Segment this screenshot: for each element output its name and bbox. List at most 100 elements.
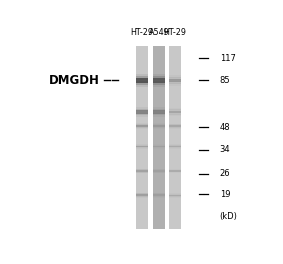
Bar (169, 145, 181, 146)
Bar (153, 110, 165, 114)
Bar (153, 81, 165, 85)
Bar (169, 126, 181, 128)
Text: 34: 34 (220, 145, 230, 154)
Bar (136, 46, 148, 229)
Bar (153, 76, 165, 79)
Text: HT-29: HT-29 (163, 28, 186, 37)
Bar (153, 145, 165, 146)
Bar (153, 194, 165, 196)
Bar (136, 169, 148, 170)
Bar (136, 194, 148, 196)
Bar (136, 110, 148, 114)
Bar (136, 83, 148, 87)
Bar (136, 148, 148, 149)
Bar (169, 194, 181, 195)
Bar (153, 169, 165, 170)
Bar (169, 170, 181, 172)
Text: DMGDH: DMGDH (49, 74, 99, 87)
Bar (136, 196, 148, 197)
Bar (169, 108, 181, 110)
Bar (136, 114, 148, 116)
Bar (169, 127, 181, 129)
Bar (153, 78, 165, 83)
Bar (153, 128, 165, 129)
Bar (169, 109, 181, 111)
Bar (136, 146, 148, 148)
Bar (169, 146, 181, 147)
Bar (169, 124, 181, 126)
Text: (kD): (kD) (220, 212, 237, 221)
Text: 48: 48 (220, 123, 230, 132)
Bar (136, 171, 148, 173)
Bar (169, 172, 181, 173)
Text: A549: A549 (149, 28, 170, 37)
Text: 26: 26 (220, 169, 230, 178)
Bar (153, 109, 165, 111)
Bar (136, 124, 148, 126)
Bar (136, 81, 148, 85)
Bar (169, 46, 181, 229)
Bar (169, 169, 181, 171)
Text: HT-29: HT-29 (130, 28, 153, 37)
Bar (153, 147, 165, 148)
Bar (136, 107, 148, 110)
Bar (153, 123, 165, 125)
Bar (169, 193, 181, 194)
Text: 85: 85 (220, 76, 230, 85)
Text: 117: 117 (220, 54, 235, 63)
Bar (153, 127, 165, 128)
Bar (153, 74, 165, 78)
Bar (169, 195, 181, 196)
Bar (153, 171, 165, 173)
Bar (153, 146, 165, 148)
Bar (169, 111, 181, 113)
Bar (136, 193, 148, 194)
Bar (153, 125, 165, 127)
Bar (153, 193, 165, 194)
Bar (169, 114, 181, 116)
Bar (153, 169, 165, 171)
Bar (169, 125, 181, 127)
Bar (153, 114, 165, 116)
Bar (169, 147, 181, 148)
Text: 19: 19 (220, 190, 230, 199)
Bar (136, 128, 148, 129)
Bar (169, 171, 181, 172)
Bar (136, 170, 148, 172)
Bar (169, 77, 181, 80)
Bar (136, 74, 148, 78)
Bar (136, 123, 148, 125)
Bar (136, 169, 148, 171)
Bar (136, 78, 148, 83)
Bar (136, 127, 148, 128)
Bar (153, 196, 165, 198)
Bar (153, 113, 165, 115)
Bar (169, 83, 181, 86)
Bar (153, 196, 165, 197)
Bar (136, 172, 148, 173)
Bar (169, 196, 181, 197)
Bar (136, 125, 148, 127)
Bar (153, 172, 165, 173)
Bar (169, 196, 181, 197)
Bar (169, 148, 181, 149)
Bar (169, 75, 181, 78)
Bar (153, 194, 165, 195)
Bar (136, 196, 148, 198)
Bar (136, 144, 148, 145)
Bar (153, 144, 165, 145)
Bar (169, 81, 181, 84)
Bar (153, 107, 165, 110)
Bar (153, 124, 165, 126)
Bar (169, 124, 181, 125)
Bar (136, 76, 148, 79)
Bar (169, 112, 181, 115)
Bar (169, 144, 181, 145)
Bar (153, 170, 165, 172)
Bar (153, 83, 165, 87)
Bar (169, 79, 181, 82)
Bar (153, 148, 165, 149)
Bar (136, 147, 148, 148)
Bar (136, 109, 148, 111)
Bar (136, 113, 148, 115)
